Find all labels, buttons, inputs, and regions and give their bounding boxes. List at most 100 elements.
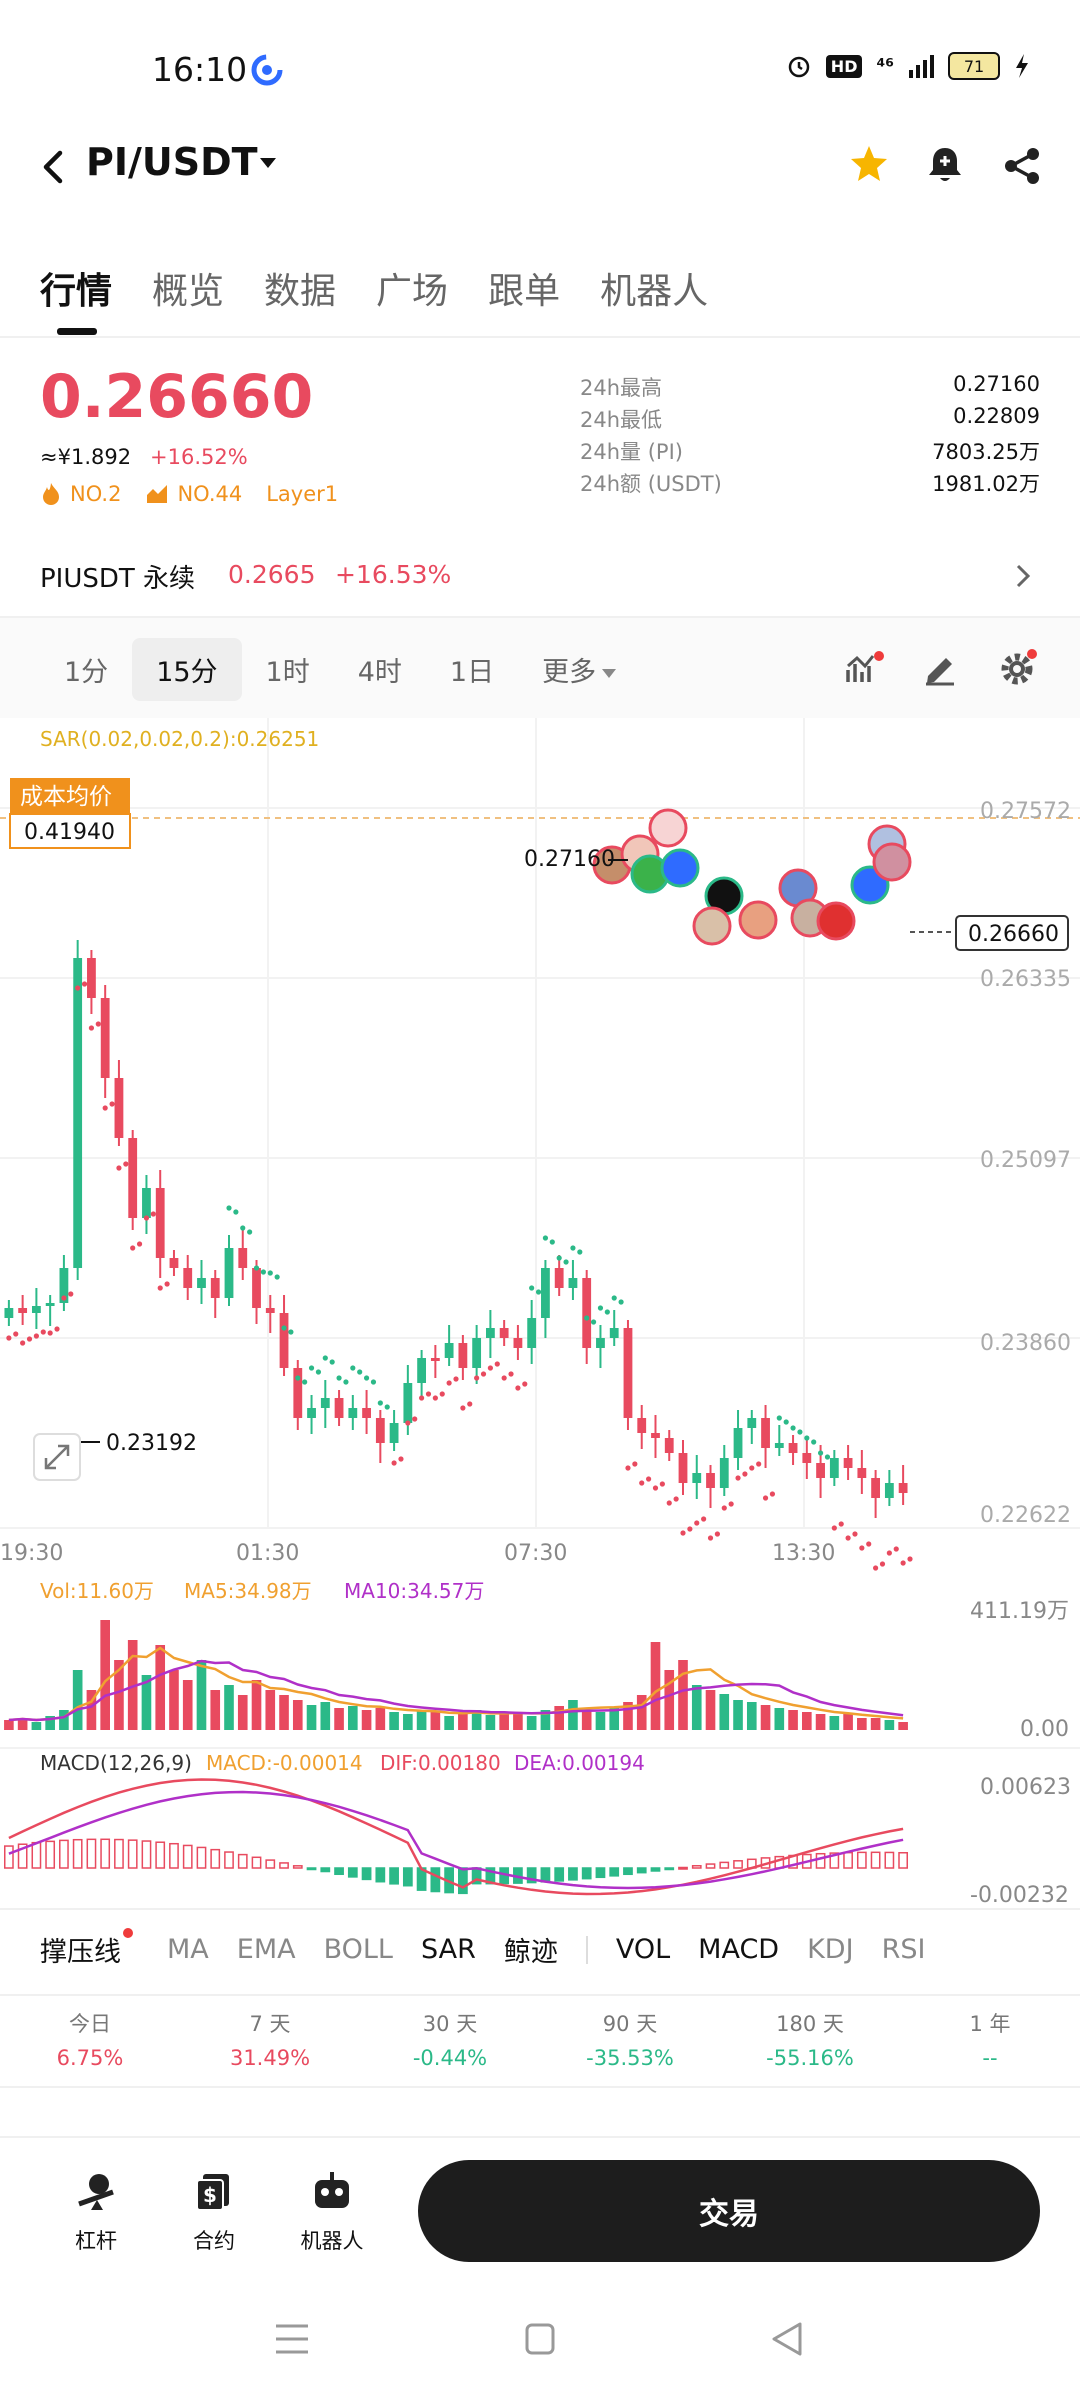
indicator-boll[interactable]: BOLL (323, 1934, 393, 1965)
dea-value: DEA:0.00194 (514, 1751, 645, 1775)
volume-bar (568, 1700, 578, 1730)
indicator-rsi[interactable]: RSI (881, 1934, 926, 1965)
indicator-vol[interactable]: VOL (615, 1934, 671, 1965)
interval-4h[interactable]: 4时 (357, 657, 402, 688)
candle-body (582, 1278, 592, 1348)
perf-90d[interactable]: 90 天 -35.53% (540, 1998, 720, 2086)
indicator-sar[interactable]: SAR (420, 1934, 476, 1965)
interval-15m[interactable]: 15分 (132, 638, 242, 701)
settings-icon[interactable] (998, 648, 1038, 688)
chevron-right-icon[interactable] (1014, 562, 1032, 590)
volume-bar (265, 1690, 276, 1730)
candle-body (637, 1418, 647, 1433)
grid (0, 718, 1080, 1749)
perf-today[interactable]: 今日 6.75% (0, 1998, 180, 2086)
candle-body (197, 1278, 206, 1288)
hot-rank-tag[interactable]: NO.2 (40, 482, 121, 506)
candle-body (774, 1443, 784, 1448)
layer-tag[interactable]: Layer1 (266, 482, 338, 506)
sar-dot (54, 1326, 60, 1332)
expand-icon[interactable] (33, 1433, 81, 1481)
perf-7d[interactable]: 7 天 31.49% (180, 1998, 360, 2086)
volume-bars (4, 1620, 908, 1730)
sar-dot (130, 1245, 136, 1251)
trade-button[interactable]: 交易 (418, 2160, 1040, 2262)
perf-180d[interactable]: 180 天 -55.16% (720, 1998, 900, 2086)
volume-bar (870, 1718, 881, 1730)
indicator-ma[interactable]: MA (167, 1934, 209, 1965)
interval-1m[interactable]: 1分 (64, 657, 109, 688)
macd-bar (430, 1867, 441, 1893)
sar-dot (47, 1330, 53, 1336)
bell-icon[interactable] (926, 145, 964, 185)
sar-dot (350, 1365, 356, 1371)
interval-more[interactable]: 更多 (518, 638, 640, 701)
divider (0, 1994, 1080, 1996)
sar-dot (852, 1531, 858, 1537)
sar-dot (453, 1376, 459, 1382)
indicator-kdj[interactable]: KDJ (807, 1934, 854, 1965)
sar-dot (6, 1335, 12, 1341)
home-icon[interactable] (524, 2322, 556, 2356)
y-tick: 0.22622 (980, 1503, 1071, 1528)
tab-overview[interactable]: 概览 (152, 271, 225, 312)
status-bar: 16:10 HD ⁴⁶ 71 (0, 0, 1080, 140)
kline-chart[interactable]: SAR(0.02,0.02,0.2):0.26251 成本均价 0.41940 … (0, 718, 1080, 1908)
tab-data[interactable]: 数据 (264, 271, 337, 312)
tab-copy-trade[interactable]: 跟单 (488, 271, 561, 312)
perf-label: 今日 (69, 2012, 111, 2036)
menu-icon[interactable] (274, 2322, 310, 2356)
indicator-whale[interactable]: 鲸迹 (503, 1937, 558, 1968)
indicator-support-resistance[interactable]: 撑压线 (40, 1928, 133, 1969)
star-icon[interactable] (848, 143, 890, 185)
share-icon[interactable] (1002, 146, 1042, 186)
leverage-button[interactable]: 杠杆 (46, 2170, 146, 2255)
indicator-macd[interactable]: MACD (698, 1934, 780, 1965)
perf-label: 30 天 (422, 2012, 478, 2036)
candle-body (307, 1408, 316, 1418)
new-dot (123, 1928, 133, 1938)
social-avatars[interactable] (592, 808, 912, 946)
sar-dots (6, 981, 913, 1571)
candle-body (362, 1408, 371, 1418)
tab-square[interactable]: 广场 (376, 271, 449, 312)
indicator-ema[interactable]: EMA (236, 1934, 296, 1965)
robot-button[interactable]: 机器人 (282, 2170, 382, 2255)
sar-dot (549, 1239, 555, 1245)
draw-icon[interactable] (922, 650, 958, 686)
x-tick: 01:30 (236, 1541, 299, 1566)
sar-dot (556, 1255, 562, 1261)
macd-bar (733, 1860, 743, 1869)
interval-1h[interactable]: 1时 (265, 657, 310, 688)
caret-down-icon[interactable] (258, 156, 278, 170)
sar-dot (487, 1365, 493, 1371)
sar-dot (40, 1329, 46, 1335)
cost-avg-label: 成本均价 (20, 784, 112, 810)
gainer-rank-tag[interactable]: NO.44 (145, 482, 242, 506)
volume-bar (540, 1710, 551, 1730)
interval-1d[interactable]: 1日 (449, 657, 495, 688)
sar-dot (384, 1404, 390, 1410)
candle-body (18, 1308, 28, 1313)
cost-avg-tag[interactable] (10, 778, 130, 814)
tab-robot[interactable]: 机器人 (600, 271, 709, 312)
sar-dot (116, 1165, 122, 1171)
volume-bar (774, 1708, 785, 1730)
macd-title: MACD(12,26,9) (40, 1751, 192, 1775)
volume-bar (237, 1695, 248, 1730)
candle-body (265, 1308, 275, 1313)
pair-title[interactable]: PI/USDT (86, 140, 258, 184)
macd-bar (540, 1867, 551, 1883)
last-price: 0.26660 (40, 362, 314, 432)
sar-dot (343, 1379, 349, 1385)
tab-market[interactable]: 行情 (40, 271, 113, 312)
candle-body (417, 1358, 427, 1383)
perf-30d[interactable]: 30 天 -0.44% (360, 1998, 540, 2086)
back-icon[interactable] (38, 147, 68, 187)
contract-button[interactable]: $ 合约 (164, 2170, 264, 2255)
back-nav-icon[interactable] (770, 2320, 804, 2358)
volume-bar (843, 1714, 853, 1730)
sar-dot (391, 1460, 397, 1466)
indicator-icon[interactable] (845, 650, 885, 686)
perf-1y[interactable]: 1 年 -- (900, 1998, 1080, 2086)
